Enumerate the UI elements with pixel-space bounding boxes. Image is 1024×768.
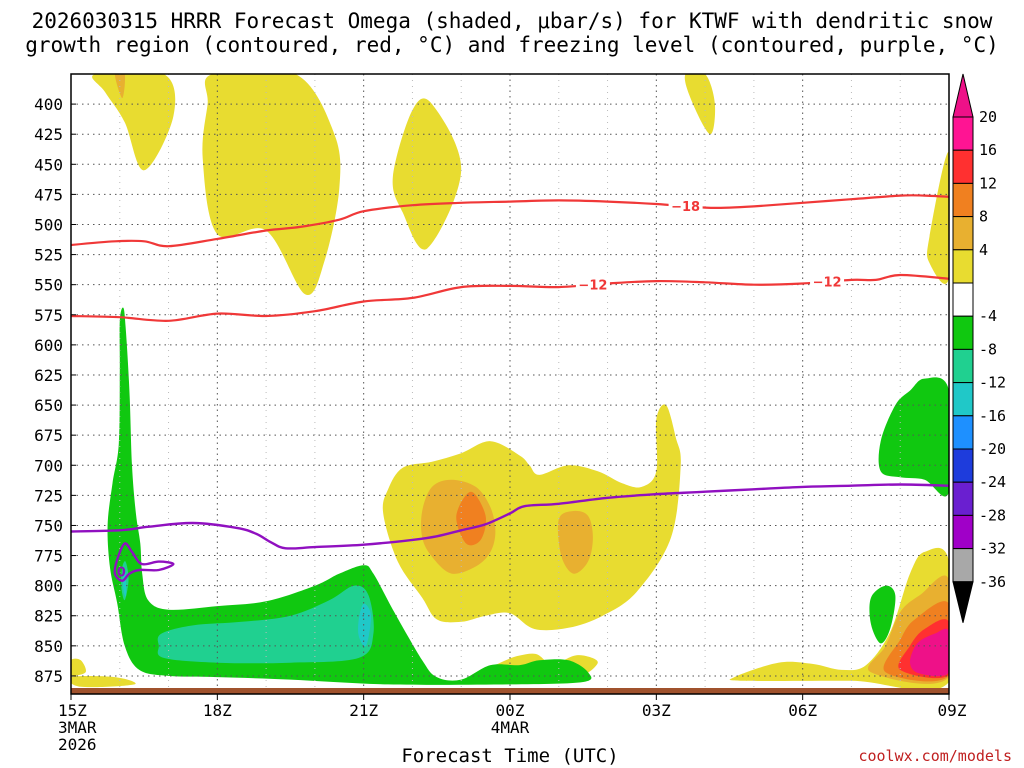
chart-title-line-1: 2026030315 HRRR Forecast Omega (shaded, … (32, 9, 993, 33)
y-tick-label: 700 (34, 456, 63, 475)
y-tick-label: 600 (34, 336, 63, 355)
colorbar-label: 4 (979, 241, 988, 259)
x-tick-label: 00Z (496, 701, 525, 720)
colorbar-swatch (952, 415, 974, 450)
y-axis: 400 425 450 475 500 525 550 575 600 625 650 675 700 7… (34, 95, 76, 686)
omega-region-4-0 (909, 628, 949, 677)
dgz-label--12-b-bg (810, 273, 845, 289)
x-tick-label: 4MAR (491, 718, 530, 737)
colorbar-swatch (952, 548, 974, 583)
colorbar-swatch (952, 149, 974, 184)
colorbar-label: -12 (979, 374, 1006, 392)
colorbar-swatch (952, 216, 974, 251)
colorbar-label: -8 (979, 340, 997, 358)
colorbar-label: 20 (979, 108, 997, 126)
colorbar-label: -4 (979, 307, 997, 325)
omega-region-0-4 (927, 152, 949, 284)
terrain-band (71, 688, 949, 694)
x-tick-label: 3MAR (58, 718, 97, 737)
freezing-level-label: 0 (117, 565, 126, 580)
omega-region-0-9 (71, 676, 136, 688)
omega-region-0-1 (202, 74, 341, 296)
x-tick-label: 2026 (58, 735, 97, 754)
x-tick-label: 15Z (58, 701, 87, 720)
omega-region-7-0 (358, 603, 372, 647)
colorbar-swatch (952, 348, 974, 384)
contour-layer: −18 −12 −12 0 (71, 194, 949, 583)
colorbar-swatch (952, 382, 974, 417)
omega-shading (71, 74, 949, 691)
colorbar-label: 12 (979, 174, 997, 192)
colorbar-swatch (952, 315, 974, 350)
colorbar-swatch (952, 182, 974, 218)
dgz-contour--18 (71, 194, 949, 248)
omega-region-5-2 (878, 377, 949, 497)
freezing-level-contour (71, 483, 949, 550)
colorbar-label: -16 (979, 407, 1006, 425)
omega-region-0-0 (92, 74, 176, 171)
y-tick-label: 550 (34, 276, 63, 295)
colorbar-label: 16 (979, 141, 997, 159)
y-tick-label: 650 (34, 396, 63, 415)
omega-region-1-2 (557, 510, 593, 574)
y-tick-label: 875 (34, 667, 63, 686)
y-tick-label: 800 (34, 577, 63, 596)
colorbar-label: -24 (979, 473, 1006, 491)
colorbar-label: -28 (979, 506, 1006, 524)
colorbar: 20 16 12 8 4 -4 -8 -12 -16 -20 -24 -28 -32 -36 (952, 73, 1006, 623)
omega-region-2-0 (456, 491, 487, 546)
dgz-contour--12 (71, 273, 949, 322)
colorbar-label: 8 (979, 208, 988, 226)
y-tick-label: 775 (34, 547, 63, 566)
omega-region-5-1 (869, 585, 896, 644)
x-tick-label: 06Z (788, 701, 817, 720)
y-tick-label: 850 (34, 637, 63, 656)
y-tick-label: 750 (34, 516, 63, 535)
y-tick-label: 625 (34, 366, 63, 385)
y-tick-label: 450 (34, 155, 63, 174)
colorbar-swatch (952, 282, 974, 317)
y-tick-label: 575 (34, 306, 63, 325)
omega-region-0-5 (382, 404, 681, 631)
colorbar-swatch (952, 448, 974, 483)
gridlines (71, 74, 949, 694)
colorbar-label: -36 (979, 573, 1006, 591)
dgz-label--18-bg (668, 198, 703, 214)
x-axis-title: Forecast Time (UTC) (401, 745, 618, 767)
y-tick-label: 400 (34, 95, 63, 114)
colorbar-swatch (952, 249, 974, 284)
colorbar-over-arrow (952, 73, 974, 118)
y-tick-label: 675 (34, 426, 63, 445)
colorbar-label: -32 (979, 540, 1006, 558)
x-tick-label: 09Z (938, 701, 967, 720)
omega-region-0-10 (71, 658, 86, 676)
y-tick-label: 725 (34, 486, 63, 505)
colorbar-label: -20 (979, 440, 1006, 458)
x-tick-label: 21Z (349, 701, 378, 720)
x-tick-label: 18Z (203, 701, 232, 720)
colorbar-swatch (952, 514, 974, 550)
chart-title-line-2: growth region (contoured, red, °C) and f… (25, 33, 999, 57)
dgz-label--12-bg (575, 276, 610, 292)
omega-region-0-3 (684, 74, 716, 135)
y-tick-label: 525 (34, 246, 63, 265)
freezing-level-loop (113, 542, 175, 583)
x-tick-label: 03Z (642, 701, 671, 720)
colorbar-under-arrow (952, 581, 974, 623)
dgz-label--18: −18 (671, 200, 700, 215)
dgz-label--12: −12 (578, 279, 607, 294)
dgz-label--12-b: −12 (813, 276, 842, 291)
omega-region-0-2 (392, 98, 462, 250)
y-tick-label: 425 (34, 125, 63, 144)
omega-region-6-0 (157, 585, 374, 664)
colorbar-swatch (952, 481, 974, 516)
y-tick-label: 825 (34, 607, 63, 626)
y-tick-label: 475 (34, 185, 63, 204)
credit-link[interactable]: coolwx.com/models (858, 747, 1012, 765)
colorbar-swatch (952, 116, 974, 151)
y-tick-label: 500 (34, 215, 63, 234)
